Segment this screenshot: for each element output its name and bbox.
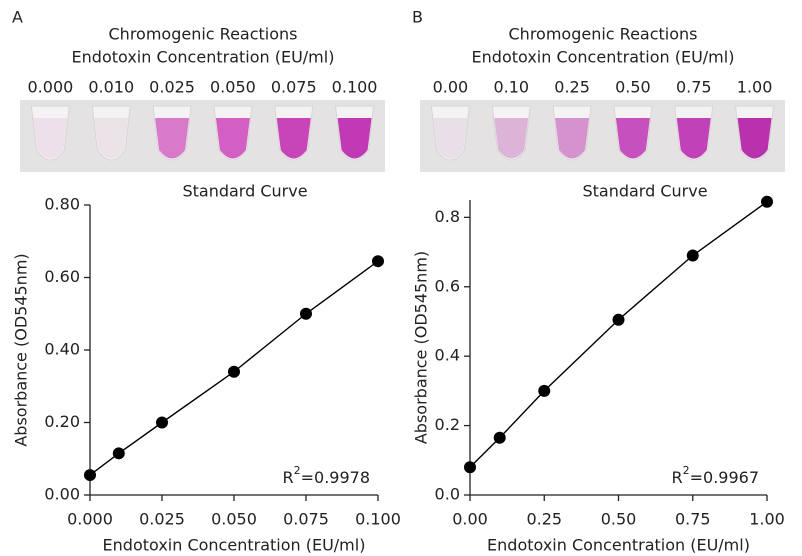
tube-liquid	[433, 118, 468, 159]
y-tick-label: 0.60	[44, 267, 80, 286]
tube-liquid	[33, 118, 68, 159]
data-point	[228, 365, 240, 378]
data-point	[761, 195, 773, 208]
header-line: Endotoxin Concentration (EU/ml)	[472, 48, 735, 67]
chart-title: Standard Curve	[582, 182, 707, 201]
tube-liquid	[615, 118, 650, 159]
tube-liquid	[737, 118, 772, 159]
x-tick-label: 0.025	[139, 510, 185, 529]
annotation-value: =0.9967	[690, 468, 759, 487]
tube-label: 0.10	[493, 78, 529, 97]
chart-title: Standard Curve	[182, 182, 307, 201]
y-tick-label: 0.0	[435, 485, 460, 504]
tube-label: 0.010	[88, 78, 134, 97]
data-point	[493, 431, 506, 444]
y-axis-label: Absorbance (OD545nm)	[12, 253, 31, 446]
tube-liquid	[676, 118, 711, 159]
tube-label: 0.000	[28, 78, 74, 97]
y-tick-label: 0.20	[44, 412, 80, 431]
tube-label: 0.00	[433, 78, 469, 97]
x-tick-label: 0.25	[526, 510, 562, 529]
tube-label: 0.50	[615, 78, 651, 97]
tube-label: 0.75	[676, 78, 712, 97]
tube-liquid	[215, 118, 250, 159]
data-point	[300, 307, 312, 320]
tube-label: 0.100	[332, 78, 378, 97]
x-tick-label: 0.100	[355, 510, 401, 529]
x-axis-label: Endotoxin Concentration (EU/ml)	[487, 536, 750, 555]
tube-label: 0.050	[210, 78, 256, 97]
y-tick-label: 0.6	[435, 276, 460, 295]
data-point	[464, 461, 476, 474]
tube-liquid	[555, 118, 590, 159]
y-tick-label: 0.8	[435, 207, 460, 226]
panel-label: A	[12, 8, 23, 27]
annotation: R2=0.9967	[671, 464, 759, 487]
header-line: Endotoxin Concentration (EU/ml)	[72, 48, 335, 67]
data-point	[156, 416, 168, 429]
annotation-sup: 2	[294, 464, 301, 477]
x-axis-label: Endotoxin Concentration (EU/ml)	[103, 536, 366, 555]
tube-photo	[420, 100, 785, 172]
data-point	[112, 447, 125, 460]
annotation-sup: 2	[683, 464, 690, 477]
x-tick-label: 0.50	[601, 510, 637, 529]
x-tick-label: 0.000	[67, 510, 113, 529]
annotation: R2=0.9978	[282, 464, 370, 487]
tube-label: 0.025	[149, 78, 195, 97]
tube-liquid	[337, 118, 372, 159]
tube-liquid	[155, 118, 190, 159]
header-line: Chromogenic Reactions	[109, 25, 298, 44]
annotation-r: R	[671, 468, 682, 487]
x-tick-label: 0.75	[675, 510, 711, 529]
data-point	[538, 384, 551, 397]
panel-label: B	[412, 8, 423, 27]
x-tick-label: 0.050	[211, 510, 257, 529]
tube-photo	[20, 100, 385, 172]
y-tick-label: 0.2	[435, 415, 460, 434]
annotation-r: R	[282, 468, 293, 487]
y-tick-label: 0.00	[44, 485, 80, 504]
tube-liquid	[94, 118, 129, 159]
data-point	[84, 469, 96, 482]
data-point	[612, 313, 625, 326]
data-point	[686, 249, 699, 262]
y-axis-label: Absorbance (OD545nm)	[412, 251, 431, 444]
x-tick-label: 0.075	[283, 510, 329, 529]
tube-label: 0.25	[554, 78, 590, 97]
y-tick-label: 0.4	[435, 346, 460, 365]
y-tick-label: 0.80	[44, 195, 80, 214]
tube-label: 0.075	[271, 78, 317, 97]
x-tick-label: 0.00	[452, 510, 488, 529]
data-point	[372, 255, 384, 268]
x-tick-label: 1.00	[749, 510, 785, 529]
annotation-value: =0.9978	[301, 468, 370, 487]
curve	[89, 260, 379, 476]
tube-label: 1.00	[737, 78, 773, 97]
tube-liquid	[494, 118, 529, 159]
tube-liquid	[276, 118, 311, 159]
header-line: Chromogenic Reactions	[509, 25, 698, 44]
curve	[469, 201, 768, 468]
y-tick-label: 0.40	[44, 340, 80, 359]
